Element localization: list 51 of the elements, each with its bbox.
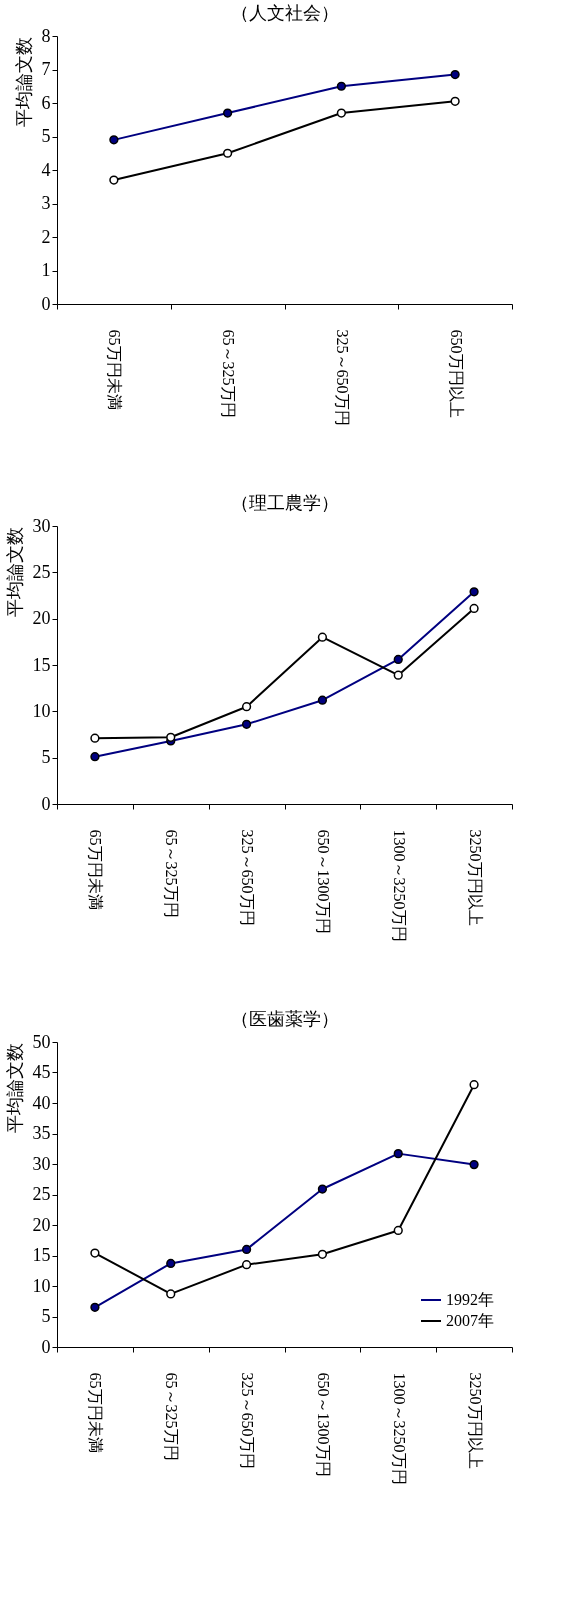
y-tick-label: 15: [32, 654, 51, 675]
y-axis-title: 平均論文数: [13, 36, 34, 127]
y-tick-label: 0: [41, 793, 51, 814]
x-tick-label: 65～325万円: [220, 329, 238, 418]
x-tick-label: 325～650万円: [239, 1372, 257, 1469]
y-axis-title: 平均論文数: [4, 1042, 25, 1133]
y-tick-label: 20: [32, 1214, 51, 1235]
x-tick-label: 650万円以上: [447, 329, 465, 418]
y-tick-label: 0: [41, 1336, 51, 1357]
chart-title: （理工農学）: [230, 493, 339, 513]
y-tick-label: 2: [41, 226, 51, 247]
chart-title: （医歯薬学）: [230, 1009, 339, 1029]
x-tick-label: 650～1300万円: [314, 829, 332, 934]
y-tick-label: 30: [32, 1153, 51, 1174]
y-tick-label: 1: [41, 260, 51, 280]
x-tick-label: 650～1300万円: [314, 1372, 332, 1477]
y-tick-label: 25: [32, 1184, 51, 1204]
y-tick-label: 5: [41, 1306, 51, 1326]
y-tick-label: 5: [41, 126, 51, 146]
y-tick-label: 10: [32, 700, 51, 721]
x-tick-label: 1300～3250万円: [390, 1372, 408, 1485]
y-tick-label: 30: [32, 515, 51, 536]
y-tick-label: 7: [41, 59, 51, 79]
x-tick-label: 65～325万円: [163, 1372, 181, 1461]
y-axis-title: 平均論文数: [4, 526, 25, 617]
x-tick-label: 1300～3250万円: [390, 829, 408, 942]
legend-label: 1992年: [446, 1291, 494, 1308]
y-tick-label: 15: [32, 1245, 51, 1265]
x-tick-label: 65万円未満: [87, 829, 105, 910]
x-tick-label: 65万円未満: [87, 1372, 105, 1453]
x-tick-label: 3250万円以上: [466, 1372, 484, 1469]
x-tick-label: 325～650万円: [333, 329, 351, 426]
x-tick-label: 65万円未満: [106, 329, 124, 410]
y-tick-label: 6: [41, 92, 51, 113]
y-tick-label: 0: [41, 293, 51, 314]
y-tick-label: 25: [32, 561, 51, 582]
x-tick-label: 3250万円以上: [466, 829, 484, 926]
y-tick-label: 8: [41, 25, 51, 46]
x-tick-label: 65～325万円: [163, 829, 181, 918]
y-tick-label: 3: [41, 193, 51, 213]
y-tick-label: 4: [41, 159, 51, 180]
y-tick-label: 35: [32, 1123, 51, 1143]
legend-label: 2007年: [446, 1312, 494, 1329]
y-tick-label: 45: [32, 1062, 51, 1082]
x-tick-label: 325～650万円: [239, 829, 257, 926]
y-tick-label: 50: [32, 1031, 51, 1052]
y-tick-label: 20: [32, 608, 51, 629]
y-tick-label: 10: [32, 1275, 51, 1296]
y-tick-label: 40: [32, 1092, 51, 1113]
chart-title: （人文社会）: [230, 3, 339, 23]
y-tick-label: 5: [41, 747, 51, 768]
